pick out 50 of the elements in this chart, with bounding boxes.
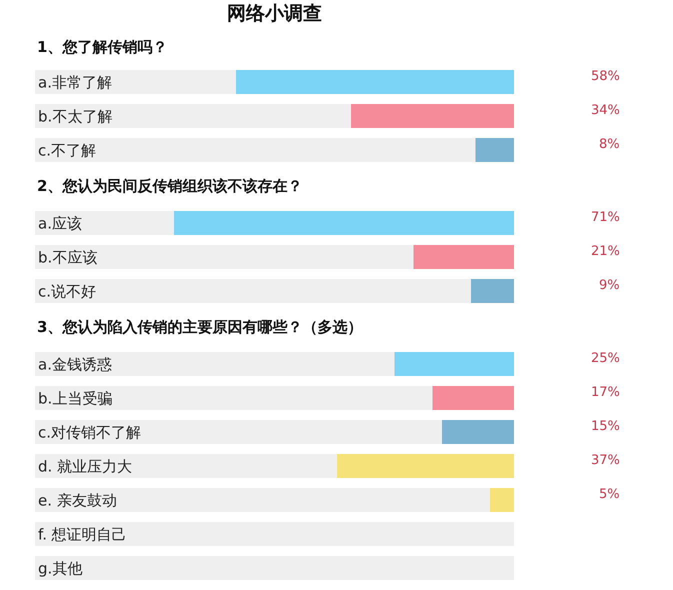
y-tick-label: a.非常了解 xyxy=(38,73,112,92)
y-tick-label: c.不了解 xyxy=(38,141,96,160)
y-tick-label: f. 想证明自己 xyxy=(38,525,127,544)
data-label: 21% xyxy=(591,244,620,259)
bar xyxy=(413,245,514,269)
bar xyxy=(470,279,514,303)
bar xyxy=(35,70,236,94)
bar xyxy=(236,70,514,94)
y-tick-label: c.说不好 xyxy=(38,282,96,300)
y-tick-label: a.应该 xyxy=(38,214,82,232)
bar xyxy=(35,279,471,303)
y-tick-label: b.不太了解 xyxy=(38,107,112,126)
bar xyxy=(35,488,490,512)
data-label: 5% xyxy=(599,487,620,502)
data-label: 8% xyxy=(599,137,620,152)
bar xyxy=(432,386,514,410)
y-tick-label: b.上当受骗 xyxy=(38,389,112,408)
y-tick-label: b.不应该 xyxy=(38,248,98,266)
bar xyxy=(394,352,514,376)
bar xyxy=(35,454,337,478)
bar xyxy=(476,138,514,162)
bar xyxy=(174,211,514,235)
data-label: 25% xyxy=(591,351,620,366)
bar xyxy=(35,245,414,269)
bar xyxy=(35,138,476,162)
data-label: 58% xyxy=(591,69,620,84)
bar xyxy=(35,420,442,444)
bar xyxy=(336,454,514,478)
y-tick-label: g.其他 xyxy=(38,559,82,578)
y-tick-label: a.金钱诱惑 xyxy=(38,355,112,374)
chart-title: 2、您认为民间反传销组织该不该存在？ xyxy=(37,177,302,195)
data-label: 71% xyxy=(591,210,620,225)
data-label: 9% xyxy=(599,278,620,293)
y-tick-label: d. 就业压力大 xyxy=(38,457,132,476)
y-tick-label: c.对传销不了解 xyxy=(38,423,142,442)
bar xyxy=(351,104,514,128)
y-tick-label: e. 亲友鼓动 xyxy=(38,491,117,510)
bar xyxy=(490,488,514,512)
chart-title: 3、您认为陷入传销的主要原因有哪些？（多选） xyxy=(37,318,362,336)
bar xyxy=(35,386,433,410)
data-label: 34% xyxy=(591,103,620,118)
data-label: 17% xyxy=(591,385,620,400)
bar xyxy=(35,211,174,235)
chart-subtitle: 1、您了解传销吗？ xyxy=(37,38,168,56)
chart-title: 网络小调查 xyxy=(227,2,322,25)
bar xyxy=(35,352,394,376)
data-label: 15% xyxy=(591,419,620,434)
data-label: 37% xyxy=(591,453,620,468)
bar xyxy=(442,420,514,444)
bar xyxy=(35,104,352,128)
